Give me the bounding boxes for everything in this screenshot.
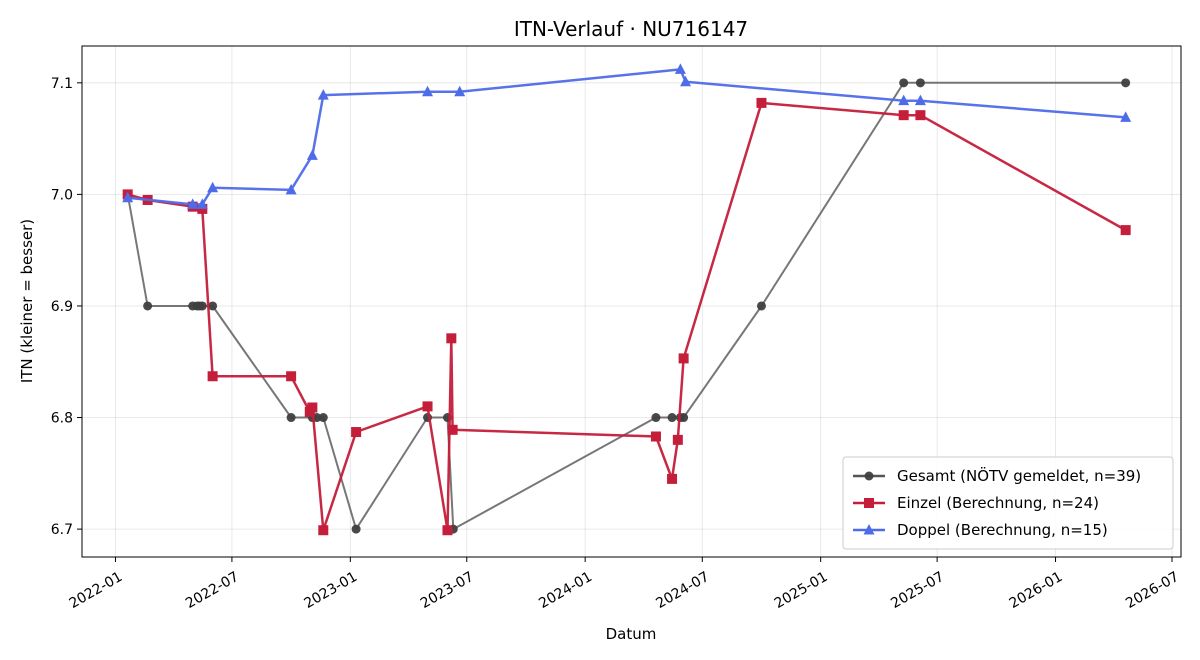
data-point xyxy=(286,371,297,382)
y-tick-label: 6.9 xyxy=(51,299,73,315)
data-point xyxy=(446,333,457,344)
y-tick-label: 6.8 xyxy=(51,411,73,427)
data-point xyxy=(756,301,766,311)
data-point xyxy=(122,191,134,203)
series-line xyxy=(127,101,1127,532)
data-point xyxy=(207,181,219,193)
data-point xyxy=(422,401,433,412)
data-point xyxy=(1120,225,1131,236)
data-point xyxy=(1120,111,1132,122)
data-point xyxy=(306,149,318,160)
data-point xyxy=(197,301,207,311)
y-tick-label: 6.7 xyxy=(51,522,73,538)
chart-title: ITN-Verlauf · NU716147 xyxy=(514,17,748,41)
data-point xyxy=(207,371,218,382)
data-point xyxy=(651,413,661,423)
data-point xyxy=(678,353,689,364)
series-triangle xyxy=(122,63,1132,209)
series-circle xyxy=(123,78,1131,534)
data-point xyxy=(898,110,909,121)
data-point xyxy=(667,473,678,484)
data-point xyxy=(680,75,692,87)
y-tick-label: 7.1 xyxy=(51,76,73,92)
legend-box xyxy=(842,456,1174,550)
y-tick-label: 7.0 xyxy=(51,187,73,203)
legend-label: Doppel (Berechnung, n=15) xyxy=(897,521,1108,539)
data-point xyxy=(915,110,926,121)
data-point xyxy=(196,198,208,209)
legend: Gesamt (NÖTV gemeldet, n=39) Einzel (Bere… xyxy=(842,456,1174,550)
data-point xyxy=(351,524,361,534)
data-point xyxy=(286,413,296,423)
legend-label: Einzel (Berechnung, n=24) xyxy=(897,494,1099,512)
data-point xyxy=(899,78,909,88)
data-point xyxy=(317,89,329,100)
grid xyxy=(82,46,1181,557)
legend-marker xyxy=(864,498,874,508)
data-point xyxy=(672,434,683,445)
data-point xyxy=(650,431,661,442)
series-layer xyxy=(122,63,1132,536)
x-axis-label: Datum xyxy=(606,625,657,643)
data-point xyxy=(756,97,767,108)
data-point xyxy=(318,413,328,423)
data-point xyxy=(422,85,434,97)
data-point xyxy=(1121,78,1131,88)
data-point xyxy=(285,183,297,195)
data-point xyxy=(915,78,925,88)
legend-marker xyxy=(863,524,875,535)
data-point xyxy=(914,94,926,106)
data-point xyxy=(318,525,329,536)
data-point xyxy=(454,85,466,97)
data-point xyxy=(351,427,362,438)
legend-marker xyxy=(864,471,874,481)
plot-frame xyxy=(81,45,1182,558)
data-point xyxy=(674,63,686,74)
data-point xyxy=(447,424,458,435)
series-line xyxy=(127,68,1126,206)
data-point xyxy=(898,94,910,106)
data-point xyxy=(208,301,218,311)
data-point xyxy=(679,413,689,423)
data-point xyxy=(143,301,153,311)
data-point xyxy=(442,525,453,536)
data-point xyxy=(187,198,199,209)
y-axis-label: ITN (kleiner = besser) xyxy=(18,219,36,383)
data-point xyxy=(667,413,677,423)
data-point xyxy=(307,402,318,413)
legend-label: Gesamt (NÖTV gemeldet, n=39) xyxy=(897,466,1141,485)
